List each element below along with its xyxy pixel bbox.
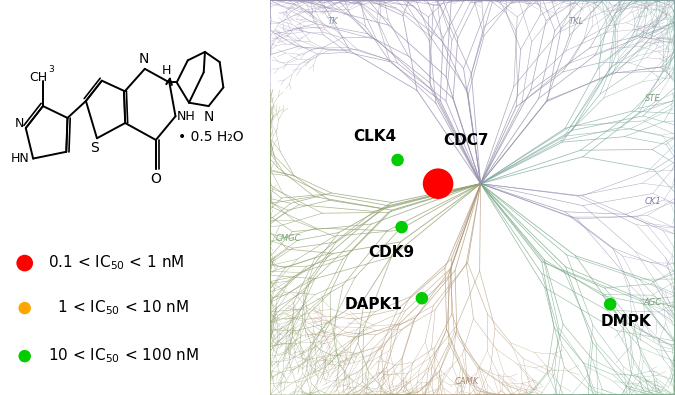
Text: CK1: CK1 [645,197,661,206]
Text: S: S [90,141,99,155]
Text: • 0.5 H₂O: • 0.5 H₂O [178,130,244,143]
Text: HN: HN [10,152,29,165]
Point [20,353,30,359]
Point [20,305,30,311]
Text: N: N [15,117,24,130]
Text: 0.1 < IC$_{50}$ < 1 nM: 0.1 < IC$_{50}$ < 1 nM [48,254,184,273]
Text: NH: NH [177,110,196,123]
Text: CDK9: CDK9 [369,245,414,260]
Text: H: H [162,64,171,77]
Text: TKL: TKL [568,17,583,26]
Text: DMPK: DMPK [601,314,651,329]
Text: CDC7: CDC7 [443,133,489,148]
Point [396,224,407,230]
Text: N: N [204,110,215,124]
Text: DAPK1: DAPK1 [344,297,402,312]
Text: 10 < IC$_{50}$ < 100 nM: 10 < IC$_{50}$ < 100 nM [48,347,198,365]
Point [605,301,616,307]
Text: O: O [151,172,161,186]
Point [392,157,403,163]
Text: N: N [138,53,148,66]
Text: AGC: AGC [644,298,662,307]
Text: CAMK: CAMK [454,377,479,386]
Text: CLK4: CLK4 [354,129,397,144]
Point [20,260,30,266]
Point [416,295,427,301]
Text: 1 < IC$_{50}$ < 10 nM: 1 < IC$_{50}$ < 10 nM [48,299,189,318]
Text: CMGC: CMGC [275,235,301,243]
Text: CH: CH [29,71,47,84]
Text: TK: TK [327,17,338,26]
Text: STE: STE [645,94,661,103]
Point [433,181,443,187]
Text: 3: 3 [49,65,55,74]
